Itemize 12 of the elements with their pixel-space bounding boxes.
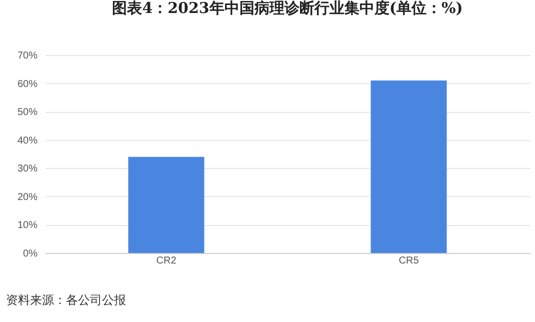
y-tick-label: 0% [23,248,38,260]
chart-title: 图表4：2023年中国病理诊断行业集中度(单位：%) [112,0,463,17]
y-tick-label: 60% [17,78,38,90]
text: 资料来源：各公司公报 [6,292,126,309]
y-tick-label: 40% [17,135,38,146]
x-tick-label: CR5 [398,256,420,266]
y-tick-label: 50% [17,107,38,118]
y-tick-label: 20% [17,192,38,203]
y-tick-label: 30% [17,164,38,175]
y-tick-label: 10% [17,220,38,232]
x-tick-label: CR2 [156,256,177,266]
y-tick-label: 70% [17,50,38,62]
